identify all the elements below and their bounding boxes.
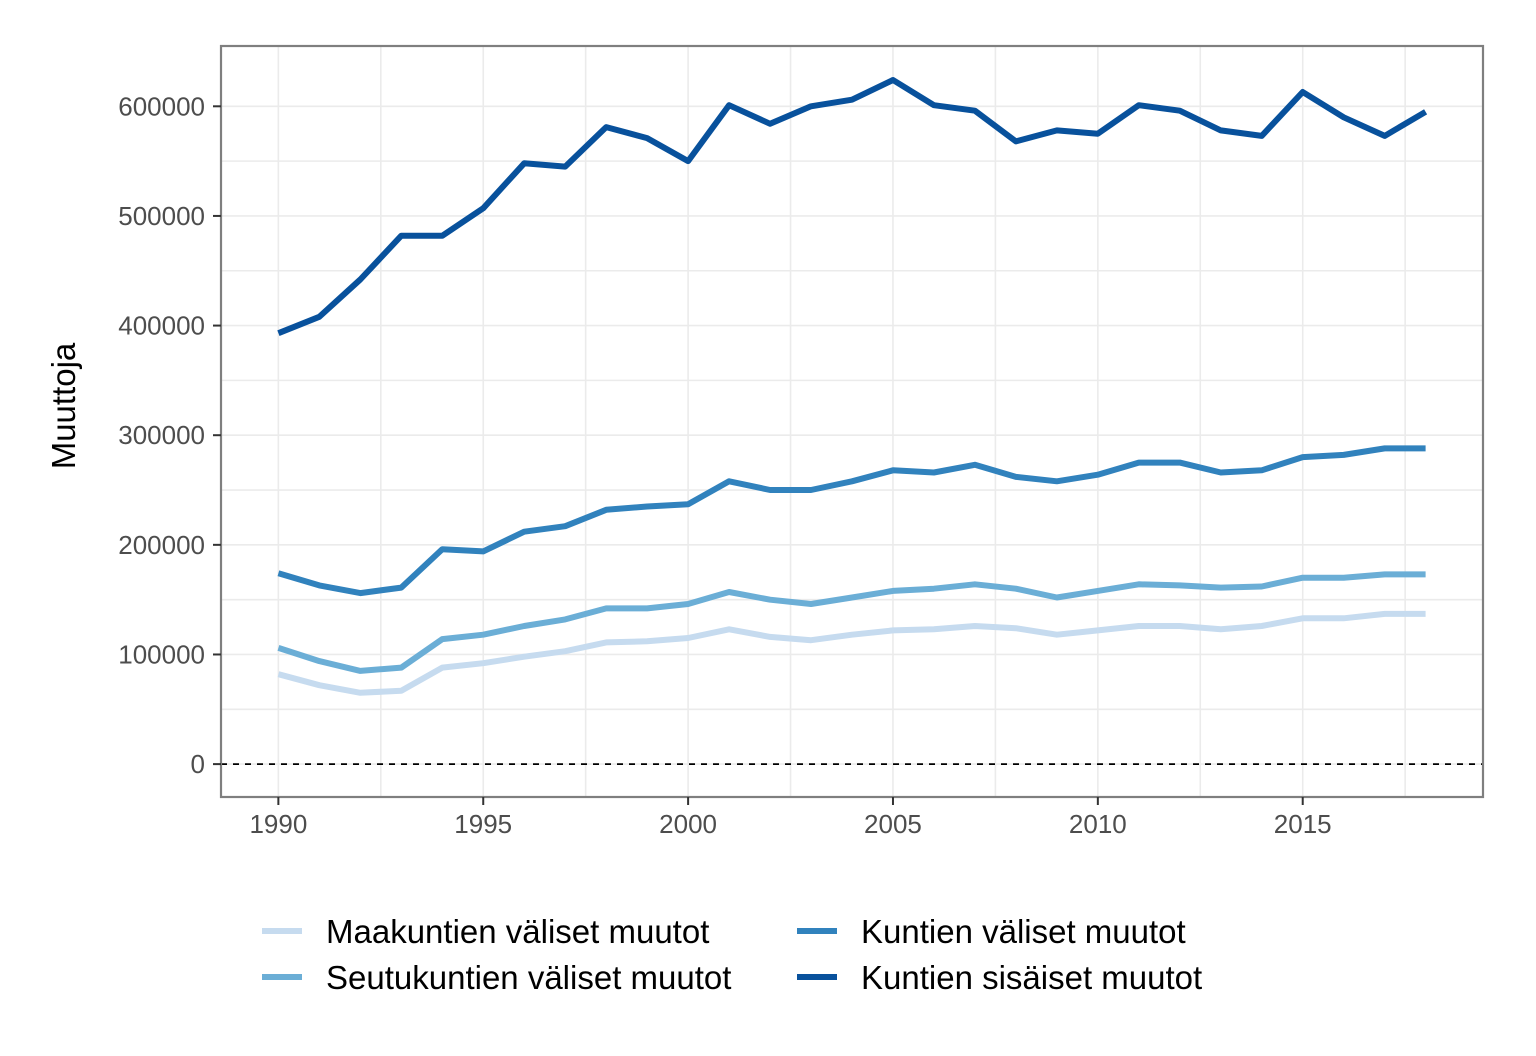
series-lines	[277, 77, 1428, 696]
x-tick-label: 1990	[249, 809, 307, 839]
series-line-3	[277, 445, 1426, 597]
y-tick-label: 500000	[118, 201, 205, 231]
x-tick-label: 2015	[1274, 809, 1332, 839]
x-tick-label: 1995	[454, 809, 512, 839]
y-axis-title: Muuttoja	[45, 342, 82, 469]
y-tick-label: 100000	[118, 639, 205, 669]
x-tick-label: 2000	[659, 809, 717, 839]
legend-label-2: Seutukuntien väliset muutot	[326, 959, 731, 996]
y-tick-label: 400000	[118, 311, 205, 341]
series-line-1	[277, 610, 1426, 696]
y-tick-label: 200000	[118, 530, 205, 560]
x-gridlines	[277, 46, 1406, 797]
series-line-2	[277, 571, 1426, 674]
legend-label-3: Kuntien väliset muutot	[861, 913, 1186, 950]
series-line-4	[277, 77, 1428, 336]
legend-label-1: Maakuntien väliset muutot	[326, 913, 709, 950]
y-axis-ticks: 0 100000 200000 300000 400000 500000 600000	[118, 91, 221, 779]
legend-label-4: Kuntien sisäiset muutot	[861, 959, 1202, 996]
legend: Maakuntien väliset muutot Seutukuntien vä…	[262, 913, 1202, 996]
x-tick-label: 2010	[1069, 809, 1127, 839]
x-axis-ticks: 1990 1995 2000 2005 2010 2015	[249, 797, 1332, 839]
y-tick-label: 0	[191, 749, 205, 779]
y-tick-label: 300000	[118, 420, 205, 450]
plot-frame	[219, 44, 1485, 799]
plot-border	[219, 44, 1485, 799]
y-tick-label: 600000	[118, 91, 205, 121]
x-tick-label: 2005	[864, 809, 922, 839]
y-gridlines	[221, 105, 1483, 765]
